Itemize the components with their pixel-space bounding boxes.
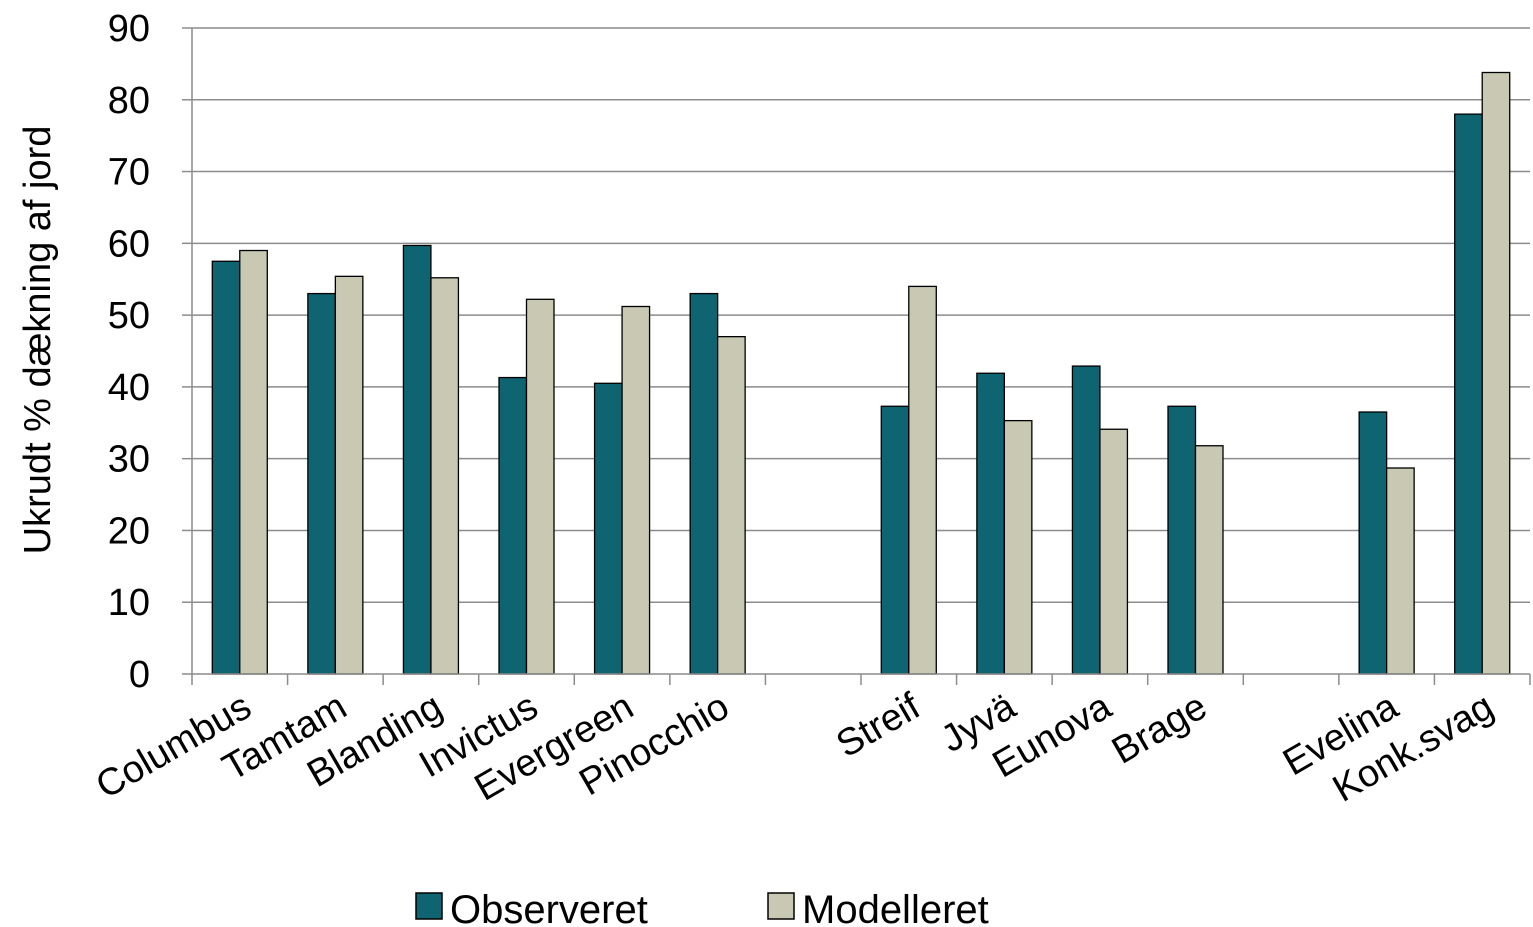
legend-swatch-modelleret xyxy=(767,892,795,920)
gridlines xyxy=(192,27,1530,603)
y-tick-label-80: 80 xyxy=(108,80,150,122)
y-tick-labels: 0 10 20 30 40 50 60 70 80 90 xyxy=(108,8,150,696)
y-tick-label-50: 50 xyxy=(108,295,150,337)
bar-modelleret-jyv- xyxy=(1003,419,1033,675)
y-tick-label-20: 20 xyxy=(108,510,150,552)
legend-swatch-observeret xyxy=(415,892,443,920)
y-tick-label-10: 10 xyxy=(108,582,150,624)
bar-observeret-tamtam xyxy=(307,292,337,675)
bar-modelleret-eunova xyxy=(1099,428,1129,675)
bar-observeret-evelina xyxy=(1358,411,1388,675)
legend-label-modelleret: Modelleret xyxy=(802,888,989,927)
bar-observeret-columbus xyxy=(211,260,241,675)
bar-modelleret-pinocchio xyxy=(716,335,746,675)
legend-label-observeret: Observeret xyxy=(450,888,648,927)
bar-modelleret-invictus xyxy=(525,298,555,675)
y-tick-label-70: 70 xyxy=(108,152,150,194)
bar-modelleret-blanding xyxy=(430,277,460,675)
bar-modelleret-streif xyxy=(908,285,937,675)
y-tick-label-90: 90 xyxy=(108,8,150,50)
bars xyxy=(211,71,1511,675)
bar-modelleret-columbus xyxy=(239,249,268,675)
bar-observeret-eunova xyxy=(1071,365,1101,675)
y-tick-label-40: 40 xyxy=(108,367,150,409)
y-tick-label-0: 0 xyxy=(129,654,150,696)
bar-modelleret-tamtam xyxy=(334,275,364,675)
bar-observeret-jyv- xyxy=(976,372,1006,675)
y-axis-title: Ukrudt % dækning af jord xyxy=(17,126,59,555)
bar-observeret-pinocchio xyxy=(689,292,719,675)
bar-modelleret-evelina xyxy=(1385,467,1415,675)
legend: Observeret Modelleret xyxy=(415,888,989,927)
bar-observeret-streif xyxy=(880,405,910,675)
bar-observeret-konk-svag xyxy=(1454,113,1483,675)
bar-observeret-evergreen xyxy=(593,382,623,675)
bar-modelleret-brage xyxy=(1194,445,1224,675)
x-tick-label-brage: Brage xyxy=(1105,685,1214,772)
x-tick-label-streif: Streif xyxy=(829,685,927,766)
bar-modelleret-konk-svag xyxy=(1481,71,1511,675)
y-tick-label-60: 60 xyxy=(108,223,150,265)
bar-observeret-brage xyxy=(1167,405,1197,675)
bar-observeret-blanding xyxy=(402,244,432,675)
x-tick-labels: ColumbusTamtamBlandingInvictusEvergreenP… xyxy=(89,685,1501,811)
bar-observeret-invictus xyxy=(498,376,528,675)
bar-modelleret-evergreen xyxy=(621,305,651,675)
axes xyxy=(182,27,1531,685)
y-tick-label-30: 30 xyxy=(108,439,150,481)
